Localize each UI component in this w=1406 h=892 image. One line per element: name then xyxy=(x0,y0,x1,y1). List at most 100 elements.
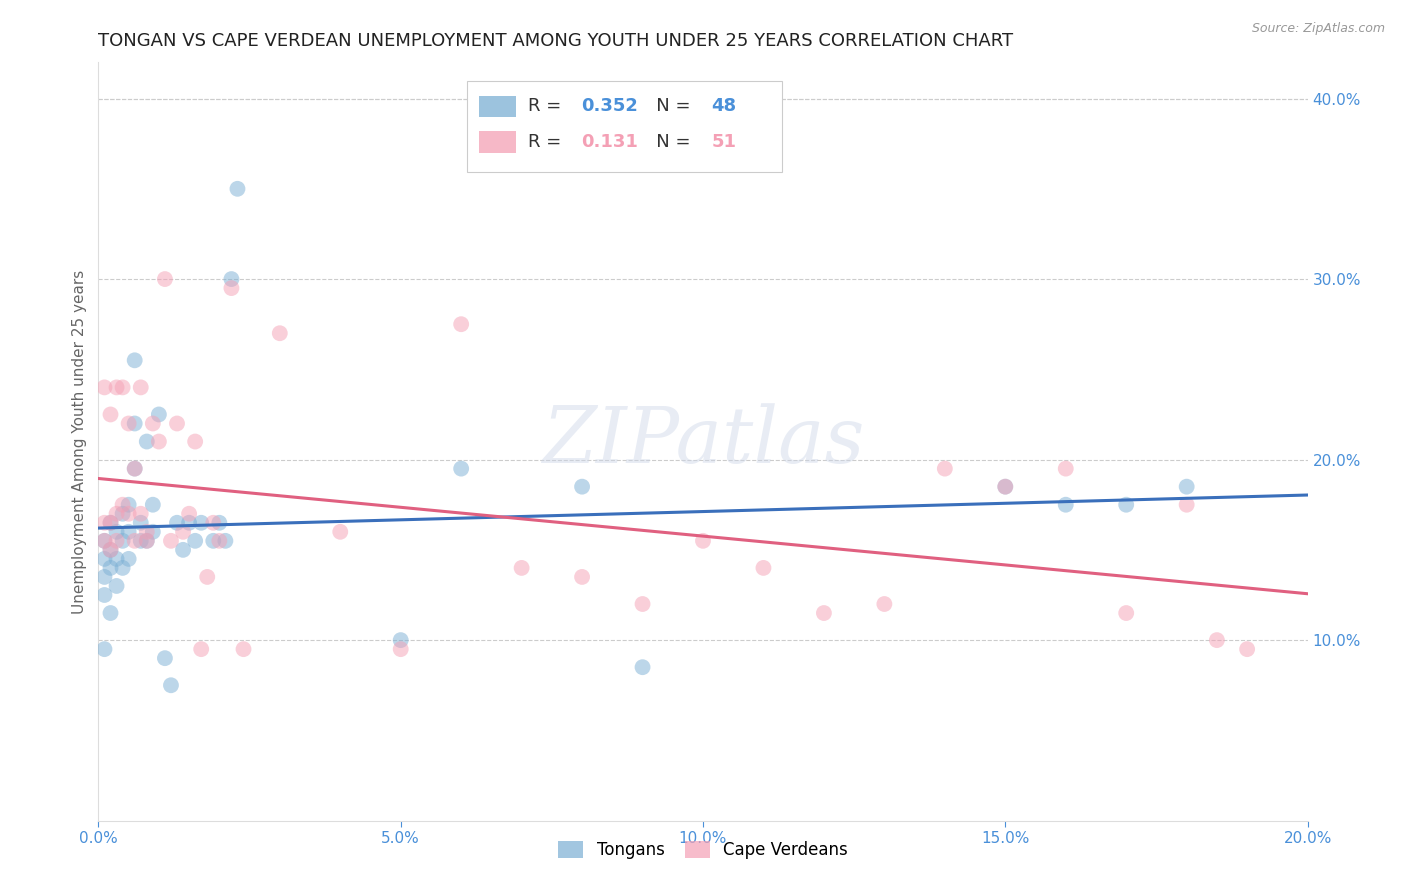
Point xyxy=(100,561,122,575)
Point xyxy=(105,524,128,539)
Point xyxy=(269,326,291,341)
Point xyxy=(111,380,134,394)
Point xyxy=(994,480,1017,494)
Point xyxy=(631,660,654,674)
Point xyxy=(190,642,212,657)
Point xyxy=(160,533,183,548)
Point xyxy=(1054,498,1077,512)
Point xyxy=(118,524,141,539)
Point xyxy=(105,507,128,521)
Point xyxy=(135,524,157,539)
Point xyxy=(100,516,122,530)
Text: R =: R = xyxy=(527,133,572,151)
Y-axis label: Unemployment Among Youth under 25 years: Unemployment Among Youth under 25 years xyxy=(72,269,87,614)
Point xyxy=(221,272,243,286)
Point xyxy=(184,533,207,548)
Point xyxy=(124,353,146,368)
Text: 0.352: 0.352 xyxy=(581,97,638,115)
Point xyxy=(166,417,188,431)
FancyBboxPatch shape xyxy=(479,95,516,117)
Point xyxy=(93,380,115,394)
Point xyxy=(135,533,157,548)
Point xyxy=(93,588,115,602)
Point xyxy=(208,533,231,548)
Point xyxy=(232,642,254,657)
Point xyxy=(389,642,412,657)
Point xyxy=(100,542,122,557)
Point xyxy=(93,516,115,530)
Point xyxy=(1115,606,1137,620)
Point xyxy=(148,408,170,422)
Point xyxy=(100,542,122,557)
Point xyxy=(1115,498,1137,512)
Point xyxy=(135,533,157,548)
Point xyxy=(1175,480,1198,494)
Point xyxy=(129,516,152,530)
Point xyxy=(153,651,176,665)
Point xyxy=(389,633,412,648)
Point xyxy=(179,507,201,521)
Point xyxy=(111,561,134,575)
Point xyxy=(571,480,593,494)
FancyBboxPatch shape xyxy=(479,131,516,153)
Point xyxy=(934,461,956,475)
Point xyxy=(93,552,115,566)
Point xyxy=(1175,498,1198,512)
Point xyxy=(118,552,141,566)
Point xyxy=(93,533,115,548)
Point xyxy=(118,498,141,512)
Point xyxy=(172,524,194,539)
Point xyxy=(226,182,249,196)
Text: TONGAN VS CAPE VERDEAN UNEMPLOYMENT AMONG YOUTH UNDER 25 YEARS CORRELATION CHART: TONGAN VS CAPE VERDEAN UNEMPLOYMENT AMON… xyxy=(98,32,1014,50)
Point xyxy=(93,642,115,657)
Legend: Tongans, Cape Verdeans: Tongans, Cape Verdeans xyxy=(551,834,855,865)
Point xyxy=(329,524,352,539)
Point xyxy=(93,533,115,548)
Point xyxy=(208,516,231,530)
Point xyxy=(202,516,225,530)
Point xyxy=(873,597,896,611)
Point xyxy=(450,461,472,475)
Text: 48: 48 xyxy=(711,97,737,115)
Point xyxy=(148,434,170,449)
Point xyxy=(190,516,212,530)
Point xyxy=(184,434,207,449)
Point xyxy=(100,516,122,530)
Point xyxy=(221,281,243,295)
Point xyxy=(179,516,201,530)
Text: N =: N = xyxy=(638,97,696,115)
Text: N =: N = xyxy=(638,133,696,151)
Point xyxy=(124,533,146,548)
Point xyxy=(994,480,1017,494)
Point xyxy=(129,380,152,394)
Point xyxy=(160,678,183,692)
FancyBboxPatch shape xyxy=(467,81,782,172)
Point xyxy=(93,570,115,584)
Point xyxy=(135,434,157,449)
Point xyxy=(142,498,165,512)
Point xyxy=(631,597,654,611)
Point xyxy=(105,552,128,566)
Point xyxy=(129,507,152,521)
Point xyxy=(172,542,194,557)
Point xyxy=(105,533,128,548)
Point xyxy=(105,579,128,593)
Point xyxy=(1206,633,1229,648)
Point xyxy=(1054,461,1077,475)
Point xyxy=(214,533,236,548)
Point xyxy=(118,507,141,521)
Point xyxy=(142,417,165,431)
Text: Source: ZipAtlas.com: Source: ZipAtlas.com xyxy=(1251,22,1385,36)
Text: R =: R = xyxy=(527,97,567,115)
Point xyxy=(124,417,146,431)
Point xyxy=(118,417,141,431)
Point xyxy=(129,533,152,548)
Point xyxy=(124,461,146,475)
Point xyxy=(813,606,835,620)
Point xyxy=(105,380,128,394)
Point xyxy=(692,533,714,548)
Point xyxy=(124,461,146,475)
Point xyxy=(100,606,122,620)
Point xyxy=(202,533,225,548)
Text: ZIPatlas: ZIPatlas xyxy=(541,403,865,480)
